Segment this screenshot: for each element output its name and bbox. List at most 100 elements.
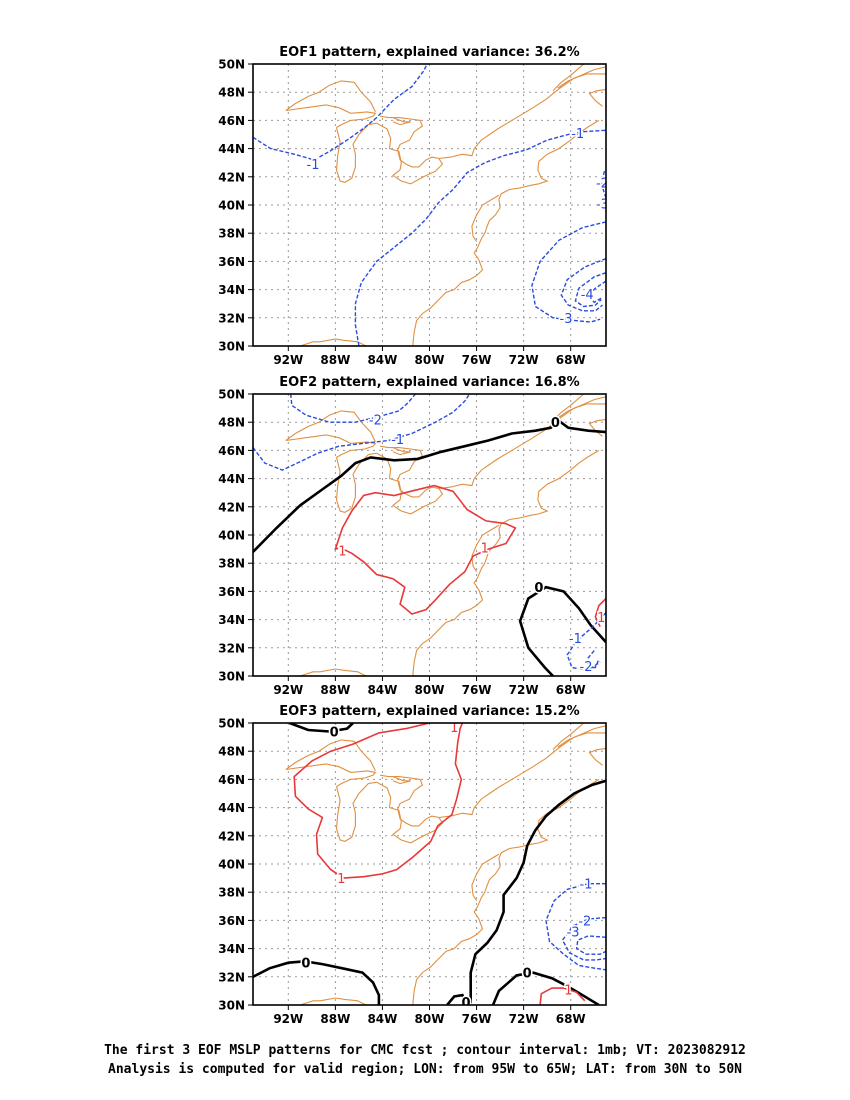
coastline: [285, 739, 376, 772]
contour-label: 0: [461, 996, 470, 1011]
coastline: [552, 723, 584, 751]
coastline: [557, 725, 606, 748]
coastline: [438, 403, 606, 490]
y-tick-label: 36N: [218, 585, 245, 599]
coastline: [552, 64, 584, 92]
contour-negative: [531, 221, 606, 323]
coastline: [471, 194, 500, 242]
x-tick-label: 68W: [556, 353, 586, 367]
y-tick-label: 34N: [218, 942, 245, 956]
coastline: [376, 774, 444, 844]
y-tick-label: 44N: [218, 801, 245, 815]
x-tick-label: 76W: [462, 353, 492, 367]
contour-label: 1: [338, 545, 346, 560]
contour-label: -1: [580, 878, 593, 893]
contour-negative: [574, 272, 606, 308]
coastline: [412, 778, 600, 1005]
coastline: [557, 396, 606, 419]
x-tick-label: 76W: [462, 683, 492, 697]
panel-plot-area: 0 0 0 0 1 1 1 -1 -2-3: [253, 723, 606, 1011]
y-tick-label: 30N: [218, 999, 245, 1013]
y-tick-label: 38N: [218, 227, 245, 241]
y-tick-label: 48N: [218, 416, 245, 430]
contour-label: -2: [369, 413, 382, 428]
contour-label: -3: [567, 926, 580, 941]
coastline: [588, 747, 606, 766]
contour-label: -4: [581, 288, 594, 303]
coastline: [376, 115, 444, 185]
y-tick-label: 32N: [218, 641, 245, 655]
x-tick-label: 68W: [556, 1012, 586, 1026]
x-tick-label: 72W: [509, 353, 539, 367]
x-tick-label: 84W: [367, 1012, 397, 1026]
y-tick-label: 44N: [218, 472, 245, 486]
panel-title: EOF1 pattern, explained variance: 36.2%: [279, 45, 579, 60]
eof-panel-1: EOF1 pattern, explained variance: 36.2% -…: [218, 45, 607, 367]
coastline: [392, 776, 411, 785]
contour-positive: [539, 987, 586, 1005]
contour-negative: [561, 916, 606, 961]
contour-positive: [293, 723, 464, 879]
y-tick-label: 42N: [218, 500, 245, 514]
coastline: [471, 853, 500, 901]
contour-negative: [566, 612, 606, 672]
coastline: [320, 668, 376, 676]
x-tick-label: 72W: [509, 683, 539, 697]
coastline: [299, 671, 321, 676]
y-tick-label: 40N: [218, 858, 245, 872]
contour-label: 0: [330, 725, 339, 740]
contour-label: -2: [580, 660, 593, 675]
y-tick-label: 46N: [218, 773, 245, 787]
x-tick-label: 68W: [556, 683, 586, 697]
panel-plot-area: 0 0 -2 -1 1 1 1 -1 -2: [253, 394, 606, 676]
y-tick-label: 34N: [218, 283, 245, 297]
contour-label: 1: [564, 983, 572, 998]
contour-negative: [253, 64, 428, 161]
y-tick-label: 40N: [218, 199, 245, 213]
y-tick-label: 48N: [218, 745, 245, 759]
coastline: [285, 410, 376, 443]
x-tick-label: 76W: [462, 1012, 492, 1026]
y-tick-label: 32N: [218, 311, 245, 325]
x-tick-label: 84W: [367, 683, 397, 697]
coastline: [335, 122, 377, 183]
contour-label: 0: [534, 581, 543, 596]
x-tick-label: 84W: [367, 353, 397, 367]
x-tick-label: 92W: [273, 1012, 303, 1026]
coastline: [471, 524, 500, 572]
contour-label: -1: [571, 127, 584, 142]
contour-label: -1: [391, 433, 404, 448]
caption-line-1: The first 3 EOF MSLP patterns for CMC fc…: [104, 1043, 746, 1058]
x-tick-label: 92W: [273, 683, 303, 697]
caption-line-2: Analysis is computed for valid region; L…: [108, 1062, 742, 1077]
y-tick-label: 48N: [218, 86, 245, 100]
contour-negative: [354, 129, 606, 346]
contour-label: 0: [301, 957, 310, 972]
contour-label: 0: [523, 967, 532, 982]
panel-plot-area: -1 -1 -2 -3 -4 -3: [253, 64, 606, 346]
contour-negative: [587, 280, 606, 304]
coastline: [588, 418, 606, 437]
coastline: [438, 732, 606, 819]
contour-label: 1: [481, 542, 489, 557]
eof-panel-2: EOF2 pattern, explained variance: 16.8% 0…: [218, 375, 607, 697]
coastline: [335, 452, 377, 513]
contour-negative: [253, 394, 471, 471]
contour-label: -3: [560, 312, 573, 327]
y-tick-label: 42N: [218, 829, 245, 843]
coastline: [285, 104, 377, 128]
contour-label: -1: [569, 632, 582, 647]
coastline: [412, 119, 600, 346]
panel-title: EOF3 pattern, explained variance: 15.2%: [279, 704, 579, 719]
contour-zero: [446, 779, 606, 1005]
y-tick-label: 30N: [218, 340, 245, 354]
coastline: [320, 997, 376, 1005]
contour-label: 1: [597, 611, 605, 626]
contour-negative: [600, 169, 606, 199]
coastline: [552, 394, 584, 422]
y-tick-label: 34N: [218, 613, 245, 627]
x-tick-label: 88W: [320, 1012, 350, 1026]
y-tick-label: 50N: [218, 58, 245, 72]
contour-zero: [289, 723, 354, 733]
